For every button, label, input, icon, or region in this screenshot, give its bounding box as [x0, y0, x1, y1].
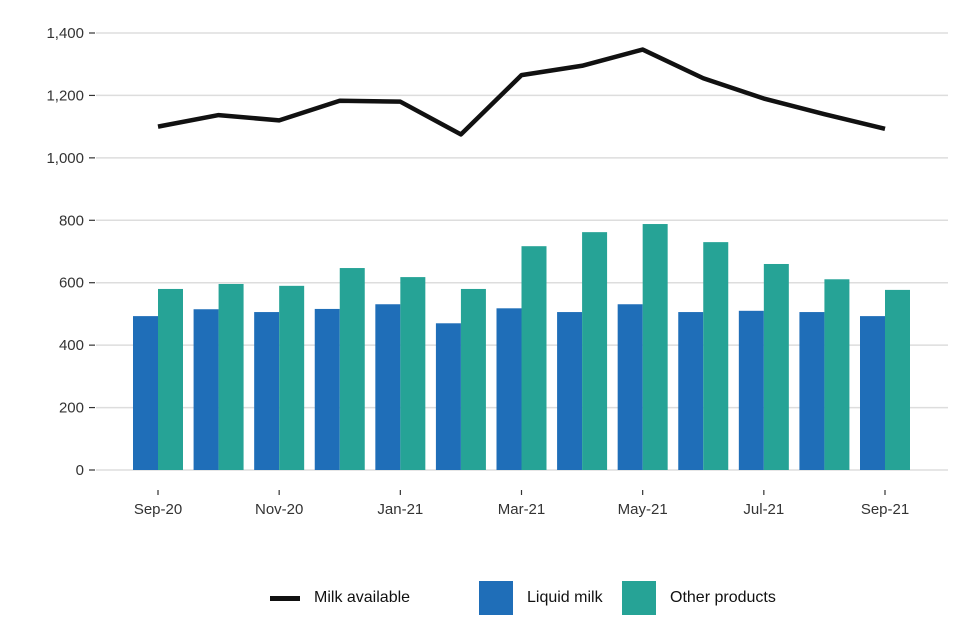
legend-line-swatch — [270, 595, 300, 601]
x-tick-label: Jan-21 — [377, 501, 423, 518]
y-tick-label: 600 — [59, 275, 84, 292]
y-tick-label: 0 — [76, 462, 84, 479]
legend-label-other-products: Other products — [670, 589, 776, 606]
x-tick-label: Jul-21 — [743, 501, 784, 518]
bar-liquid-milk — [193, 309, 219, 470]
x-tick-label: May-21 — [618, 501, 668, 518]
bar-other-products — [582, 232, 608, 470]
bar-liquid-milk — [799, 312, 825, 470]
bar-other-products — [339, 268, 365, 470]
bar-other-products — [703, 242, 729, 470]
bar-other-products — [763, 263, 789, 470]
y-tick-label: 400 — [59, 337, 84, 354]
x-axis: Sep-20 Nov-20 Jan-21 Mar-21 May-21 Jul-21 Sep-… — [134, 490, 909, 518]
bar-other-products — [279, 285, 305, 470]
x-tick-label: Sep-21 — [861, 501, 909, 518]
bar-other-products — [824, 279, 850, 470]
y-tick-label: 200 — [59, 400, 84, 417]
y-tick-label: 1,200 — [46, 87, 84, 104]
bar-liquid-milk — [254, 312, 280, 470]
bar-other-products — [400, 277, 426, 470]
legend-swatch-liquid-milk — [479, 581, 513, 615]
x-tick-label: Sep-20 — [134, 501, 182, 518]
y-tick-label: 800 — [59, 212, 84, 229]
bar-other-products — [218, 283, 244, 470]
bar-other-products — [885, 289, 910, 470]
bar-liquid-milk — [738, 310, 764, 470]
legend: Milk available Liquid milk Other product… — [0, 580, 960, 620]
y-tick-label: 1,400 — [46, 25, 84, 42]
bar-liquid-milk — [678, 312, 704, 470]
bar-liquid-milk — [496, 308, 522, 470]
bar-liquid-milk — [617, 304, 643, 470]
y-tick-label: 1,000 — [46, 150, 84, 167]
y-axis: 0 200 400 600 800 1,000 1,200 1,400 — [46, 25, 95, 479]
bar-liquid-milk — [860, 316, 885, 470]
bar-liquid-milk — [314, 308, 340, 470]
bar-other-products — [521, 246, 547, 470]
bar-liquid-milk — [557, 312, 583, 470]
bar-other-products — [642, 224, 668, 470]
legend-item-milk-available: Milk available — [270, 580, 410, 616]
bar-liquid-milk — [133, 316, 158, 470]
x-tick-label: Nov-20 — [255, 501, 303, 518]
milk-available-line — [157, 47, 886, 137]
legend-label-milk-available: Milk available — [314, 589, 411, 606]
x-tick-label: Mar-21 — [498, 501, 546, 518]
bar-liquid-milk — [375, 304, 401, 470]
bar-liquid-milk — [435, 323, 461, 470]
milk-available-line-group — [157, 47, 886, 137]
bar-other-products — [158, 288, 183, 470]
bar-other-products — [460, 288, 486, 470]
legend-label-liquid-milk: Liquid milk — [527, 589, 603, 606]
chart: 0 200 400 600 800 1,000 1,200 1,400 Sep-20 Nov-2… — [46, 25, 948, 518]
bars — [133, 224, 910, 470]
legend-item-liquid-milk: Liquid milk — [479, 580, 603, 616]
legend-item-other-products: Other products — [622, 580, 776, 616]
legend-swatch-other-products — [622, 581, 656, 615]
